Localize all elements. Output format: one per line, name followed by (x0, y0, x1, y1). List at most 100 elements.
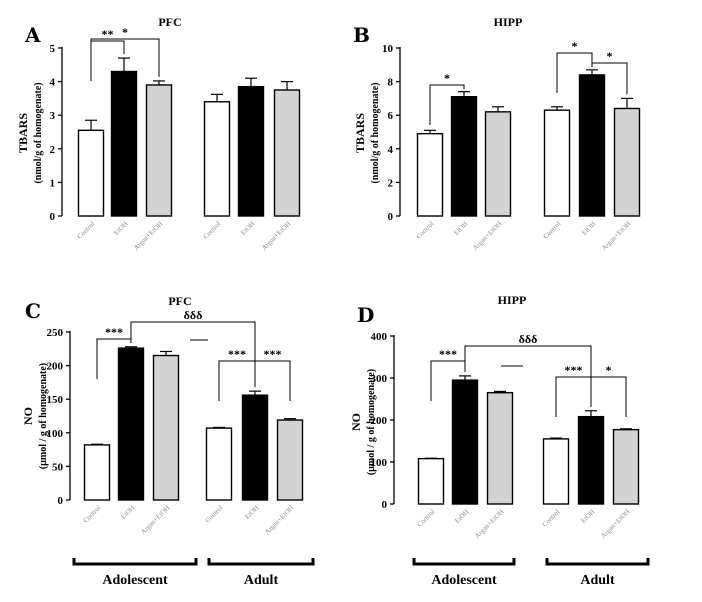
bar-4 (203, 101, 231, 217)
bar-6 (612, 428, 640, 505)
y-axis-label: NO (µmol / g of homogenate) (21, 363, 49, 469)
bar-1 (417, 457, 445, 505)
x-tick-label: EtOH (119, 504, 136, 521)
significance-bracket (464, 345, 592, 386)
significance-label: * (122, 25, 128, 39)
bar-3 (152, 354, 180, 501)
group-label: Adult (244, 573, 279, 588)
y-axis-label-line2: (µmol / g of homogenate) (38, 363, 49, 469)
x-tick-label: Argan+EtOH (471, 220, 503, 252)
bar-6 (613, 107, 641, 217)
x-tick-label: Control (204, 504, 225, 525)
y-tick-label: 50 (52, 461, 64, 473)
x-tick-label: Control (542, 220, 563, 241)
significance-label: ** (102, 27, 114, 41)
bar-3 (145, 84, 173, 217)
y-tick-label: 2 (50, 144, 56, 156)
significance-bracket (90, 38, 160, 79)
panel-letter: C (25, 299, 41, 323)
x-tick-label: Control (415, 220, 436, 241)
group-adolescent-c: Adolescent (72, 558, 198, 588)
bar-4 (542, 438, 570, 505)
x-tick-label: Argan+EtOH (600, 220, 632, 252)
y-axis-label-line1: TBARS (353, 113, 367, 153)
x-tick-label: EtOH (239, 220, 256, 237)
bar-3 (484, 111, 512, 217)
group-adolescent-d: Adolescent (412, 558, 516, 588)
y-axis-label: NO (µmol / g of homogenate) (349, 369, 377, 475)
panel-title: HIPP (494, 15, 523, 29)
significance-bracket (591, 62, 628, 95)
x-tick-label: Argan+EtOH (260, 220, 292, 252)
y-axis-label-line2: (nmol/g of homogenate) (370, 82, 381, 183)
bar-6 (276, 419, 304, 501)
significance-label: δδδ (184, 308, 203, 322)
x-tick-label: Argan+EtOH (473, 508, 505, 540)
bar-6 (273, 89, 301, 217)
significance-bracket (590, 376, 627, 417)
y-axis-label-line2: (µmol / g of homogenate) (366, 369, 377, 475)
group-label: Adolescent (431, 573, 497, 588)
x-tick-label: Argan+EtOH (132, 220, 164, 252)
x-tick-label: Argan+EtOH (263, 504, 295, 536)
significance-bracket (556, 52, 593, 93)
y-axis-label: TBARS (nmol/g of homogenate) (353, 82, 381, 183)
bar-4 (205, 427, 233, 501)
y-tick-label: 2 (388, 177, 394, 189)
x-tick-label: Argan+EtOH (139, 504, 171, 536)
group-label: Adult (580, 573, 615, 588)
bar-1 (77, 129, 105, 217)
y-tick-label: 3 (50, 110, 56, 122)
bar-5 (577, 415, 605, 505)
group-bar (207, 558, 315, 566)
bar-5 (241, 394, 269, 501)
y-tick-label: 0 (50, 211, 56, 223)
y-tick-label: 300 (371, 373, 388, 385)
x-tick-label: Control (202, 220, 223, 241)
x-tick-label: EtOH (112, 220, 129, 237)
x-tick-label: EtOH (452, 220, 469, 237)
group-label: Adolescent (102, 573, 168, 588)
significance-label: *** (105, 325, 123, 339)
bar-1 (83, 444, 111, 501)
y-tick-label: 200 (47, 361, 64, 373)
bar-2 (110, 70, 138, 217)
chart-panel-c: C PFC NO (µmol / g of homogenate) 0 50 100 150 2… (21, 294, 304, 536)
x-tick-label: EtOH (243, 504, 260, 521)
y-axis-label-line1: NO (349, 413, 363, 431)
y-tick-label: 8 (388, 77, 394, 89)
panel-letter: A (24, 23, 41, 47)
group-bar (545, 558, 650, 566)
y-tick-label: 1 (50, 177, 56, 189)
bar-2 (451, 379, 479, 505)
significance-label: *** (228, 347, 246, 361)
x-tick-label: Control (82, 504, 103, 525)
bar-5 (237, 85, 265, 217)
y-tick-label: 100 (371, 457, 388, 469)
significance-label: * (606, 363, 612, 377)
y-tick-label: 200 (371, 415, 388, 427)
y-tick-label: 4 (388, 144, 394, 156)
chart-panel-a: A PFC TBARS (nmol/g of homogenate) 0 1 2 3 4 5 Con… (16, 15, 301, 252)
panel-title: HIPP (498, 293, 527, 307)
y-tick-label: 5 (50, 43, 56, 55)
y-tick-label: 0 (58, 495, 64, 507)
chart-panel-b: B HIPP TBARS (nmol/g of homogenate) 0 2 4 6 8 10 C… (353, 15, 641, 252)
bar-2 (450, 96, 478, 217)
group-bar (412, 558, 516, 566)
y-tick-label: 150 (47, 394, 64, 406)
x-tick-label: EtOH (580, 220, 597, 237)
x-tick-label: Control (76, 220, 97, 241)
y-tick-label: 250 (47, 327, 64, 339)
y-axis-label-line2: (nmol/g of homogenate) (33, 82, 44, 183)
bar-3 (486, 392, 514, 505)
y-tick-label: 400 (371, 331, 388, 343)
panel-title: PFC (168, 294, 191, 308)
significance-bracket (130, 321, 256, 362)
y-tick-label: 0 (382, 499, 388, 511)
y-tick-label: 0 (388, 211, 394, 223)
panel-letter: B (353, 23, 370, 47)
chart-panel-d: D HIPP NO (µmol / g of homogenate) 0 100 200 30… (349, 293, 640, 540)
x-tick-label: EtOH (453, 508, 470, 525)
